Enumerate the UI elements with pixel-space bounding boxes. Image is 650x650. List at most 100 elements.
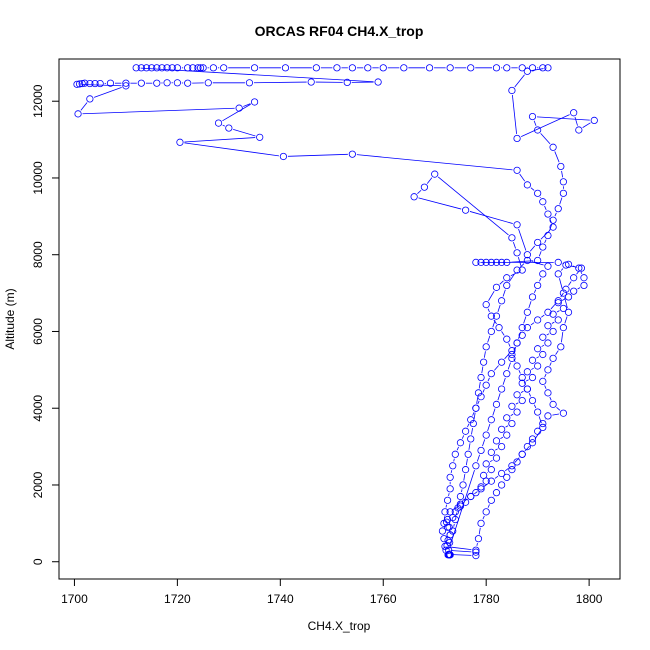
series-segment bbox=[437, 176, 509, 236]
data-point bbox=[446, 64, 454, 72]
data-point bbox=[534, 362, 542, 370]
series-segment bbox=[482, 515, 485, 520]
data-point bbox=[204, 79, 212, 87]
data-point bbox=[441, 542, 449, 550]
data-point bbox=[503, 274, 511, 282]
data-point bbox=[498, 258, 506, 266]
data-point bbox=[580, 281, 588, 290]
data-point bbox=[534, 427, 542, 435]
series-segment bbox=[476, 397, 479, 404]
series-segment bbox=[560, 292, 564, 298]
data-point bbox=[562, 261, 570, 269]
data-point bbox=[564, 308, 573, 316]
data-point bbox=[153, 64, 161, 72]
data-point bbox=[487, 370, 495, 378]
series-segment bbox=[81, 84, 122, 87]
series-segment bbox=[538, 416, 542, 424]
series-segment bbox=[482, 439, 486, 447]
data-point bbox=[461, 498, 470, 506]
series-segment bbox=[538, 251, 542, 257]
series-segment bbox=[561, 298, 565, 301]
data-point bbox=[534, 408, 542, 416]
data-point bbox=[513, 391, 521, 399]
data-point bbox=[454, 504, 462, 512]
x-tick-label: 1800 bbox=[576, 592, 603, 606]
series-segment bbox=[497, 304, 501, 312]
data-point bbox=[472, 404, 480, 412]
data-point bbox=[487, 496, 495, 504]
data-point bbox=[456, 492, 465, 501]
series-segment bbox=[356, 154, 513, 171]
data-point bbox=[562, 285, 570, 293]
data-point bbox=[440, 535, 448, 543]
y-tick-label: 4000 bbox=[31, 395, 45, 422]
data-point bbox=[503, 370, 511, 378]
data-point bbox=[461, 206, 470, 214]
data-point bbox=[544, 322, 552, 330]
series-segment bbox=[468, 443, 471, 450]
data-point bbox=[570, 274, 578, 282]
data-point bbox=[477, 485, 485, 493]
data-point bbox=[487, 312, 495, 320]
data-point bbox=[307, 78, 315, 86]
data-point bbox=[467, 64, 475, 72]
data-point bbox=[549, 354, 557, 362]
data-point bbox=[539, 333, 547, 341]
data-point bbox=[559, 289, 567, 297]
series-segment bbox=[556, 310, 560, 313]
data-point bbox=[554, 299, 562, 307]
data-point bbox=[441, 508, 449, 516]
data-point bbox=[445, 546, 453, 554]
data-point bbox=[348, 150, 356, 158]
series-segment bbox=[471, 427, 473, 435]
data-point bbox=[492, 258, 501, 266]
series-segment bbox=[511, 260, 534, 263]
series-segment bbox=[426, 177, 433, 184]
data-point bbox=[554, 316, 562, 324]
data-point bbox=[528, 373, 537, 382]
data-point bbox=[557, 343, 565, 351]
series-segment bbox=[544, 239, 547, 244]
data-point bbox=[513, 339, 521, 347]
series-segment bbox=[515, 402, 519, 405]
series-segment bbox=[508, 343, 511, 347]
data-point bbox=[577, 264, 586, 272]
data-point bbox=[194, 64, 202, 72]
data-point bbox=[549, 400, 557, 408]
series-segment bbox=[561, 332, 564, 343]
series-segment bbox=[531, 68, 544, 71]
series-segment bbox=[505, 425, 509, 428]
data-point bbox=[570, 287, 578, 295]
data-point bbox=[451, 515, 459, 524]
series-segment bbox=[495, 448, 498, 451]
series-segment bbox=[540, 133, 551, 145]
data-point bbox=[528, 396, 537, 405]
data-point bbox=[445, 550, 453, 559]
data-point bbox=[492, 312, 501, 320]
data-point bbox=[590, 116, 598, 125]
data-point bbox=[523, 256, 531, 265]
x-axis-label: CH4.X_trop bbox=[308, 619, 371, 633]
data-point bbox=[523, 67, 531, 75]
axis-ticks: 1700 1720 1740 1760 1780 1800 0 2000 4000 6000 800… bbox=[31, 84, 603, 606]
data-point bbox=[472, 489, 480, 497]
series-segment bbox=[576, 271, 579, 275]
data-point bbox=[534, 189, 542, 197]
data-point bbox=[199, 64, 207, 72]
data-point bbox=[472, 548, 480, 556]
series-segment bbox=[465, 458, 468, 466]
data-point bbox=[544, 366, 552, 374]
data-point bbox=[575, 264, 583, 272]
series-segment bbox=[497, 393, 501, 401]
data-point bbox=[196, 64, 205, 72]
data-point bbox=[544, 64, 552, 72]
data-point bbox=[148, 64, 156, 72]
series-segment bbox=[514, 457, 520, 463]
data-point bbox=[544, 339, 552, 347]
data-point bbox=[122, 79, 130, 87]
data-point bbox=[559, 189, 567, 197]
data-point bbox=[451, 450, 459, 458]
series-segment bbox=[556, 407, 561, 411]
data-point bbox=[477, 446, 485, 455]
